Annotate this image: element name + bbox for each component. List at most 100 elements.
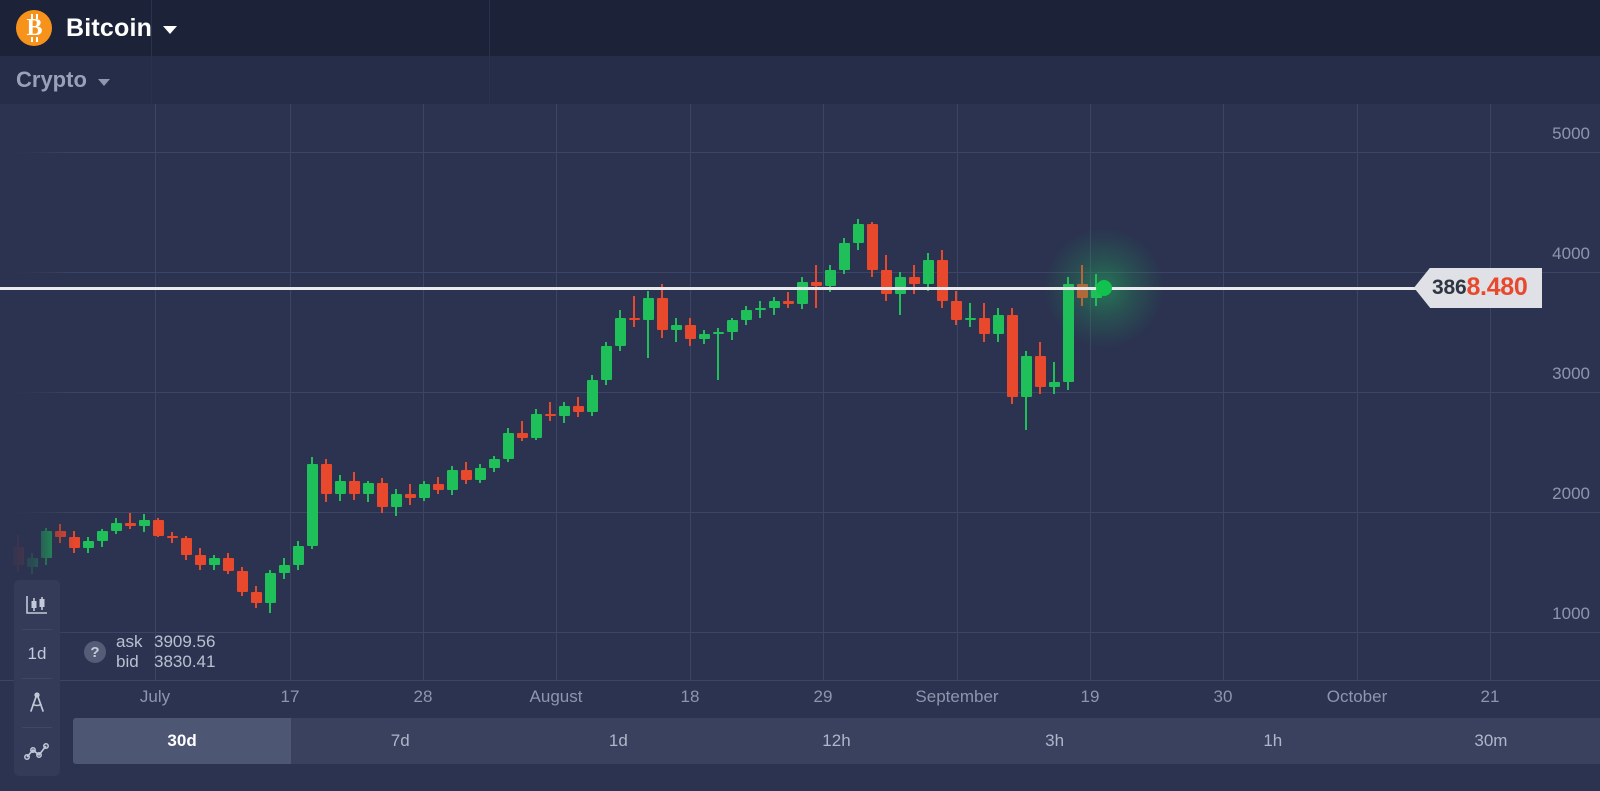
grid-line-vertical	[1490, 104, 1491, 680]
candlestick	[950, 104, 962, 680]
candlestick	[796, 104, 808, 680]
timeframe-12h[interactable]: 12h	[822, 731, 851, 750]
x-axis-tick-label: August	[529, 687, 583, 706]
candle-body	[460, 470, 472, 480]
candle-body	[600, 346, 612, 380]
candle-body	[544, 413, 556, 416]
candlestick	[516, 104, 528, 680]
price-integer-part: 386	[1432, 275, 1467, 299]
price-decimal-part: 8.480	[1466, 273, 1528, 302]
candlestick	[572, 104, 584, 680]
candle-body	[964, 317, 976, 320]
candle-body	[922, 260, 934, 284]
grid-line-vertical	[1223, 104, 1224, 680]
x-axis-tick-label: 30	[1213, 687, 1233, 706]
drawing-tools-button[interactable]	[14, 678, 60, 727]
candlestick	[698, 104, 710, 680]
candle-body	[1006, 315, 1018, 397]
interval-label: 1d	[27, 643, 47, 663]
app-header: B Bitcoin	[0, 0, 1600, 56]
candle-body	[1062, 284, 1074, 383]
candle-wick	[549, 401, 551, 421]
price-chart-plot[interactable]: 5000 4000 3000 2000 1000	[0, 104, 1600, 680]
candlestick	[712, 104, 724, 680]
candlestick	[96, 104, 108, 680]
candlestick	[320, 104, 332, 680]
candle-body	[236, 570, 248, 593]
grid-line-horizontal	[0, 512, 1600, 513]
candlestick	[1090, 104, 1102, 680]
candle-body	[222, 557, 234, 571]
candle-body	[768, 300, 780, 308]
candlestick	[68, 104, 80, 680]
grid-line-vertical	[823, 104, 824, 680]
candlestick	[194, 104, 206, 680]
x-axis-line	[0, 680, 1600, 681]
candle-body	[670, 324, 682, 330]
candle-wick	[787, 292, 789, 308]
candle-body	[880, 269, 892, 294]
x-axis: July 17 28 August 18 29 September 19 30 October 21	[0, 680, 1600, 718]
candle-body	[362, 483, 374, 494]
candle-body	[320, 464, 332, 494]
footer-strip	[0, 764, 1600, 791]
current-price-line	[0, 286, 1416, 290]
candle-body	[96, 531, 108, 541]
timeframe-1h[interactable]: 1h	[1263, 731, 1283, 750]
candlestick	[866, 104, 878, 680]
chevron-down-icon-category[interactable]	[97, 78, 110, 86]
candle-body	[824, 269, 836, 287]
timeframe-30m[interactable]: 30m	[1474, 731, 1508, 750]
candle-body	[656, 298, 668, 330]
candle-body	[1076, 284, 1088, 299]
timeframe-1d[interactable]: 1d	[608, 731, 628, 750]
interval-selector-button[interactable]: 1d	[14, 629, 60, 678]
candlestick	[446, 104, 458, 680]
candle-wick	[675, 317, 677, 342]
x-axis-tick-label: October	[1326, 687, 1388, 706]
candlestick	[852, 104, 864, 680]
candlestick	[628, 104, 640, 680]
candlestick	[1062, 104, 1074, 680]
candle-body	[796, 281, 808, 305]
candlestick	[894, 104, 906, 680]
chart-type-candlestick-button[interactable]	[14, 580, 60, 629]
candlestick	[474, 104, 486, 680]
candlestick	[348, 104, 360, 680]
candlestick	[138, 104, 150, 680]
candlestick	[1006, 104, 1018, 680]
candle-body	[264, 573, 276, 604]
candle-body	[124, 523, 136, 527]
bitcoin-logo-icon: B	[16, 10, 52, 46]
candle-body	[110, 523, 122, 532]
candlestick	[614, 104, 626, 680]
timeframe-30d[interactable]: 30d	[73, 718, 292, 764]
candlestick-icon	[26, 595, 47, 614]
candle-body	[166, 536, 178, 539]
candle-body	[712, 332, 724, 335]
candlestick	[502, 104, 514, 680]
timeframe-3h[interactable]: 3h	[1045, 731, 1065, 750]
candlestick	[180, 104, 192, 680]
candle-body	[292, 545, 304, 565]
question-mark-icon[interactable]: ?	[84, 641, 106, 664]
candle-body	[894, 276, 906, 294]
timeframe-selector[interactable]: 30d 7d 1d 12h 3h 1h 30m	[73, 718, 1600, 764]
candlestick	[656, 104, 668, 680]
candle-wick	[969, 303, 971, 328]
candlestick	[362, 104, 374, 680]
chevron-down-icon[interactable]	[163, 26, 178, 34]
candlestick	[334, 104, 346, 680]
candle-body	[40, 531, 52, 558]
candle-body	[208, 557, 220, 565]
indicators-button[interactable]	[14, 727, 60, 776]
candle-body	[782, 300, 794, 305]
candle-body	[530, 413, 542, 438]
candlestick	[740, 104, 752, 680]
candlestick	[726, 104, 738, 680]
quote-panel: ? ask 3909.56 bid 3830.41	[84, 632, 215, 672]
grid-line-horizontal	[0, 152, 1600, 153]
bid-value: 3830.41	[154, 652, 216, 672]
timeframe-7d[interactable]: 7d	[390, 731, 410, 750]
candle-body	[810, 281, 822, 287]
